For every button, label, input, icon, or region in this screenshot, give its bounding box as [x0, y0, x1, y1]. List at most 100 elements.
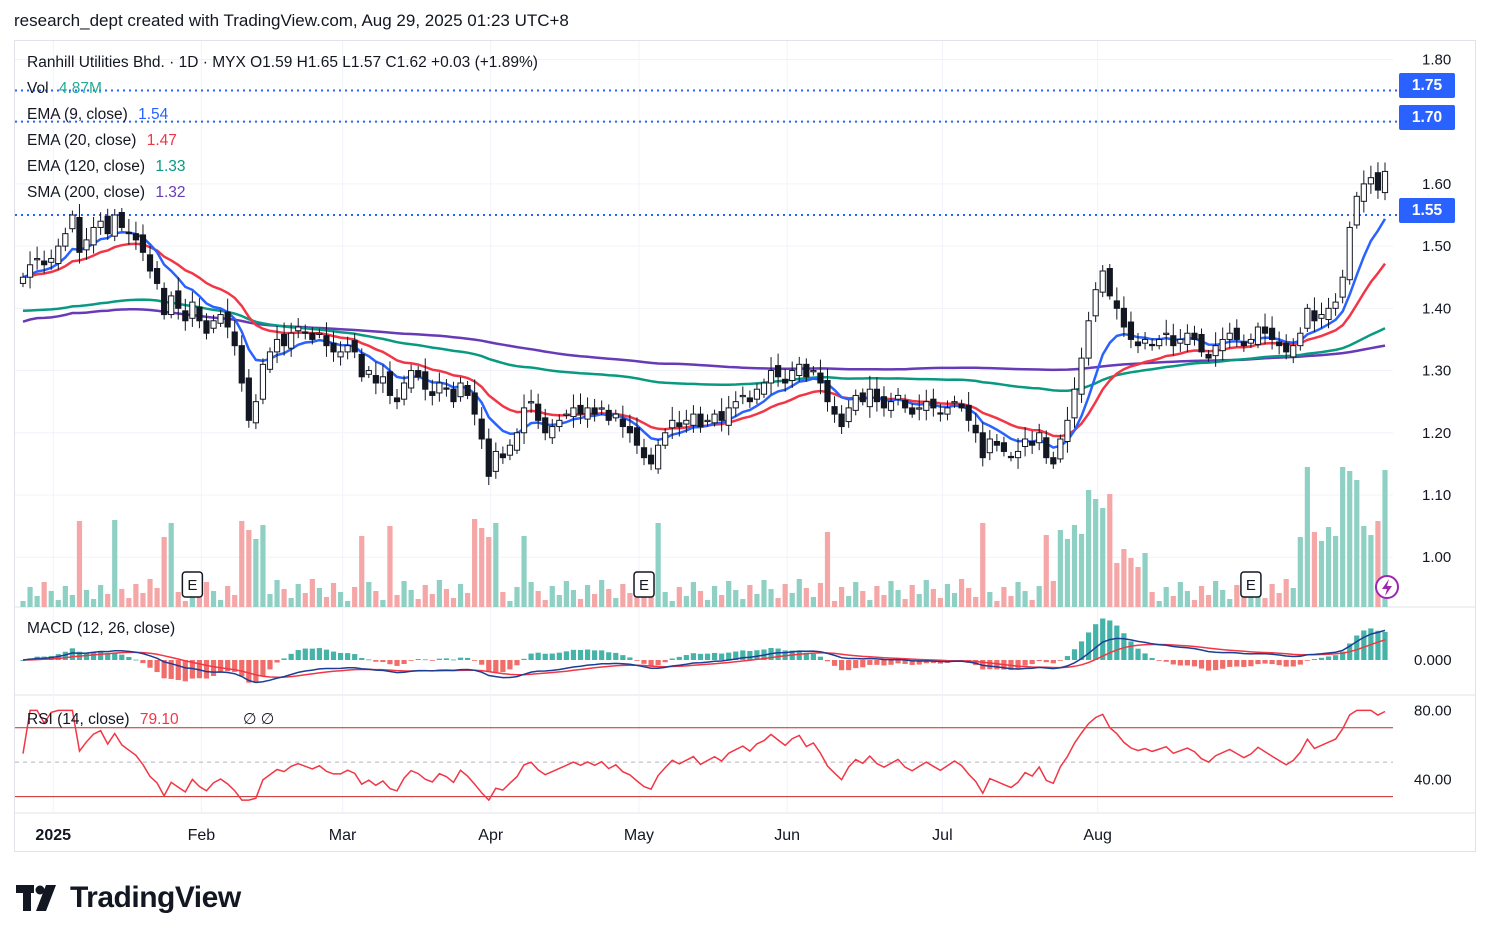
- candle-body: [1050, 457, 1057, 465]
- macd-histogram-bar: [1304, 660, 1310, 661]
- volume-bar: [1205, 595, 1212, 607]
- vol-value: 4.87M: [58, 80, 102, 97]
- ema120-legend[interactable]: EMA (120, close) 1.33: [27, 158, 186, 176]
- price-badge-1-70[interactable]: 1.70: [1399, 105, 1455, 130]
- chart-frame[interactable]: 1.80 1.60 1.50 1.40 1.30 1.20 1.10 1.00 2025 Feb M…: [14, 40, 1476, 852]
- macd-histogram-bar: [1220, 660, 1226, 669]
- symbol-legend[interactable]: Ranhill Utilities Bhd. · 1D · MYX O1.59 …: [27, 54, 538, 72]
- candle-body: [859, 392, 866, 403]
- candle-body: [1254, 326, 1262, 345]
- candle-body: [351, 340, 358, 353]
- candle-body: [210, 320, 217, 329]
- volume-bar: [147, 579, 153, 607]
- volume-bar: [592, 594, 598, 607]
- volume-bar: [888, 581, 894, 607]
- volume-bar: [944, 584, 951, 607]
- price-badge-1-75[interactable]: 1.75: [1399, 73, 1455, 98]
- volume-bar: [1375, 521, 1381, 607]
- macd-histogram-bar: [232, 660, 238, 672]
- volume-bar: [528, 582, 534, 607]
- volume-bar: [704, 600, 711, 607]
- macd-histogram-bar: [295, 650, 301, 660]
- vol-legend[interactable]: Vol 4.87M: [27, 80, 102, 98]
- macd-histogram-bar: [754, 650, 760, 660]
- macd-histogram-bar: [373, 660, 379, 662]
- volume-bar: [1304, 467, 1310, 607]
- candle-body: [584, 407, 591, 420]
- chart-canvas[interactable]: 1.80 1.60 1.50 1.40 1.30 1.20 1.10 1.00 2025 Feb M…: [15, 41, 1475, 851]
- macd-histogram-bar: [895, 660, 901, 664]
- volume-bar: [83, 590, 90, 607]
- candle-body: [619, 418, 626, 428]
- macd-histogram-bar: [1142, 653, 1148, 660]
- macd-histogram-bar: [648, 660, 654, 667]
- volume-bar: [1149, 592, 1155, 607]
- ema9-legend[interactable]: EMA (9, close) 1.54: [27, 106, 168, 124]
- candle-body: [1127, 321, 1135, 340]
- volume-bar: [754, 594, 760, 607]
- price-axis-label: 1.30: [1422, 363, 1451, 380]
- candle-body: [203, 320, 210, 334]
- volume-bar: [1361, 526, 1367, 607]
- macd-legend[interactable]: MACD (12, 26, close): [27, 620, 175, 638]
- macd-histogram-bar: [450, 659, 457, 661]
- macd-histogram-bar: [1043, 660, 1049, 663]
- macd-histogram-bar: [486, 660, 492, 672]
- ema9-label: EMA (9, close): [27, 106, 128, 123]
- macd-histogram-bar: [521, 658, 527, 660]
- macd-histogram-bar: [1163, 660, 1169, 662]
- volume-bar: [436, 580, 442, 607]
- macd-histogram-bar: [676, 656, 682, 660]
- price-badge-1-55[interactable]: 1.55: [1399, 198, 1455, 223]
- sma200-value: 1.32: [155, 184, 186, 201]
- candle-body: [880, 396, 888, 409]
- macd-line: [22, 629, 1386, 684]
- candle-body: [69, 214, 76, 230]
- macd-histogram-bar: [987, 660, 993, 670]
- volume-bar: [987, 592, 993, 607]
- candle-body: [1099, 270, 1106, 293]
- candle-body: [408, 370, 415, 389]
- candle-body: [1156, 338, 1163, 347]
- macd-histogram-bar: [697, 653, 704, 660]
- price-axis-label: 1.40: [1422, 300, 1451, 317]
- macd-histogram-bar: [1078, 641, 1085, 660]
- candle-body: [337, 351, 344, 358]
- candle-body: [972, 424, 979, 434]
- candle-body: [817, 372, 824, 384]
- volume-bar: [1297, 537, 1303, 607]
- candle-body: [1226, 332, 1233, 340]
- candle-body: [1374, 172, 1382, 191]
- time-axis-label: Feb: [188, 827, 216, 844]
- candle-body: [146, 254, 154, 272]
- time-axis-label: Mar: [329, 827, 357, 844]
- sma200-legend[interactable]: SMA (200, close) 1.32: [27, 184, 186, 202]
- candle-body: [83, 239, 90, 251]
- macd-histogram-bar: [1276, 660, 1282, 666]
- macd-histogram-bar: [217, 660, 224, 673]
- ema20-legend[interactable]: EMA (20, close) 1.47: [27, 132, 177, 150]
- time-axis-label: Aug: [1083, 827, 1111, 844]
- macd-histogram-bar: [1057, 660, 1063, 661]
- candle-body: [887, 401, 895, 411]
- volume-bar: [175, 592, 181, 607]
- ema120-label: EMA (120, close): [27, 158, 146, 175]
- candle-body: [273, 338, 281, 353]
- volume-bar: [281, 589, 287, 607]
- macd-histogram-bar: [1036, 660, 1042, 662]
- candle-body: [62, 233, 69, 247]
- macd-histogram-bar: [528, 653, 534, 660]
- candle-body: [916, 407, 923, 410]
- volume-bar: [570, 590, 577, 607]
- candle-body: [711, 413, 718, 424]
- volume-bar: [479, 528, 485, 607]
- volume-bar: [401, 581, 407, 607]
- volume-bar: [690, 582, 697, 607]
- candle-body: [873, 388, 880, 403]
- candle-body: [1346, 226, 1353, 281]
- candle-body: [1332, 301, 1339, 309]
- rsi-legend[interactable]: RSI (14, close) 79.10 ∅ ∅: [27, 710, 274, 729]
- candle-body: [1381, 170, 1389, 194]
- volume-bar: [373, 591, 379, 607]
- macd-histogram-bar: [260, 660, 266, 677]
